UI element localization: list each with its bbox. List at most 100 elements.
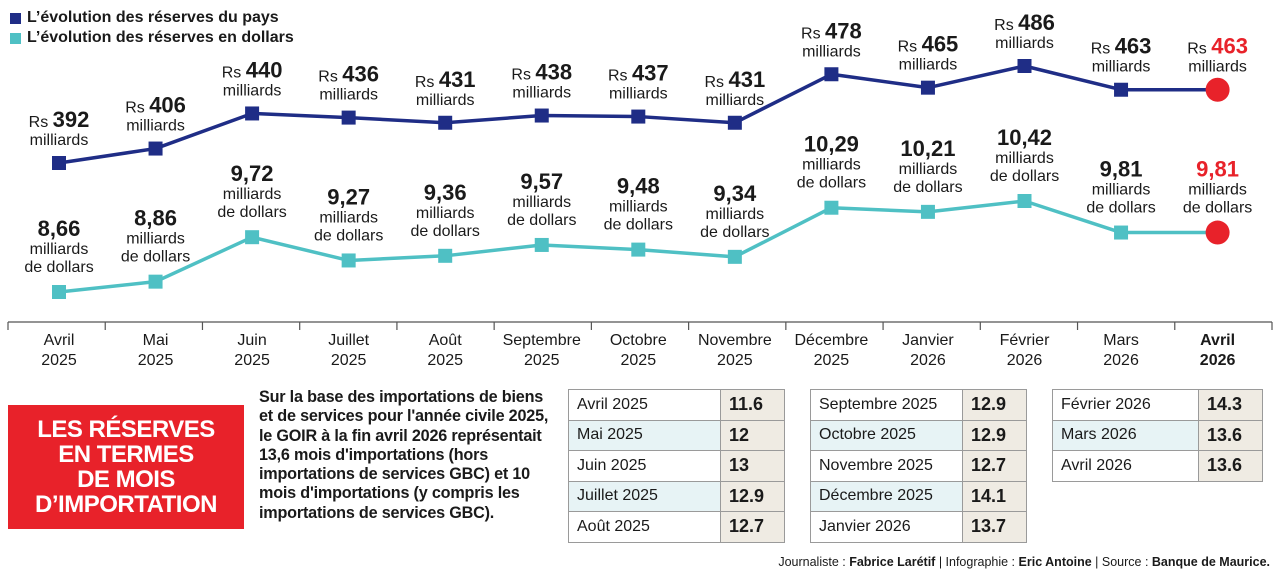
- data-label: Rs 440: [222, 57, 283, 82]
- data-point: [727, 249, 742, 264]
- data-point: [438, 115, 453, 130]
- data-label-unit: de dollars: [990, 168, 1059, 185]
- title-line: EN TERMES: [58, 441, 194, 468]
- table-row: Juin 2025 13: [568, 450, 785, 482]
- x-tick-label: 2025: [717, 352, 753, 369]
- table-month-cell: Novembre 2025: [810, 450, 963, 482]
- data-label: 10,21: [900, 136, 955, 161]
- data-label: Rs 431: [704, 67, 765, 92]
- x-tick-label: 2025: [524, 352, 560, 369]
- data-label: 9,36: [424, 180, 467, 205]
- data-label-unit: milliards: [223, 186, 282, 203]
- table-row: Avril 2026 13.6: [1052, 450, 1263, 482]
- data-label-unit: milliards: [802, 43, 861, 60]
- import-coverage-note: Sur la base des importations de biens et…: [259, 388, 549, 522]
- data-label-unit: milliards: [126, 118, 185, 135]
- data-label-unit: milliards: [995, 150, 1054, 167]
- table-month-cell: Mai 2025: [568, 419, 721, 451]
- table-row: Novembre 2025 12.7: [810, 450, 1027, 482]
- data-label-unit: milliards: [319, 87, 378, 104]
- x-tick-label: Décembre: [794, 332, 868, 349]
- data-label-unit: de dollars: [507, 212, 576, 229]
- x-tick-label: 2025: [814, 352, 850, 369]
- data-point: [52, 285, 66, 299]
- data-label-unit: milliards: [1092, 59, 1151, 76]
- table-month-cell: Juin 2025: [568, 450, 721, 482]
- table-value-cell: 12: [720, 419, 785, 451]
- data-label-unit: de dollars: [700, 224, 769, 241]
- data-label: 9,57: [520, 169, 563, 194]
- data-label-unit: de dollars: [121, 249, 190, 266]
- data-label-unit: milliards: [1188, 182, 1247, 199]
- table-month-cell: Janvier 2026: [810, 511, 963, 543]
- data-label-unit: milliards: [1188, 59, 1247, 76]
- table-row: Juillet 2025 12.9: [568, 480, 785, 512]
- data-point: [1114, 225, 1129, 240]
- x-tick-label: 2025: [331, 352, 367, 369]
- data-point: [52, 156, 66, 170]
- table-value-cell: 13.6: [1198, 419, 1263, 451]
- table-value-cell: 14.3: [1198, 389, 1263, 421]
- reserves-line-chart: Avril 2025 Mai 2025 Juin 2025 Juillet 2025 Août 2…: [7, 10, 1273, 369]
- title-line: D’IMPORTATION: [35, 491, 217, 518]
- months-of-import-title: LES RÉSERVES EN TERMES DE MOIS D’IMPORTA…: [8, 405, 244, 529]
- data-label-unit: de dollars: [893, 179, 962, 196]
- table-value-cell: 12.9: [720, 480, 785, 512]
- table-month-cell: Juillet 2025: [568, 480, 721, 512]
- data-point: [245, 106, 260, 121]
- data-label-unit: milliards: [416, 205, 475, 222]
- table-row: Août 2025 12.7: [568, 511, 785, 543]
- data-label: Rs 431: [415, 67, 476, 92]
- data-label-unit: de dollars: [1086, 200, 1155, 217]
- x-tick-label: Juin: [237, 332, 266, 349]
- months-table-1: Avril 2025 11.6 Mai 2025 12 Juin 2025 13 Juill…: [568, 389, 785, 543]
- data-label-unit: milliards: [609, 199, 668, 216]
- data-label-unit: milliards: [30, 132, 89, 149]
- x-tick-label: Janvier: [902, 332, 954, 349]
- data-label: Rs 436: [318, 62, 379, 87]
- legend-label-dollars: L’évolution des réserves en dollars: [27, 29, 294, 46]
- data-label: 10,42: [997, 125, 1052, 150]
- table-month-cell: Avril 2025: [568, 389, 721, 421]
- data-label-unit: milliards: [995, 35, 1054, 52]
- data-point: [920, 204, 935, 219]
- title-line: DE MOIS: [77, 466, 175, 493]
- table-row: Septembre 2025 12.9: [810, 389, 1027, 421]
- table-row: Décembre 2025 14.1: [810, 480, 1027, 512]
- table-month-cell: Février 2026: [1052, 389, 1199, 421]
- table-month-cell: Mars 2026: [1052, 419, 1199, 451]
- table-value-cell: 12.7: [962, 450, 1027, 482]
- data-label: Rs 406: [125, 93, 186, 118]
- data-label-unit: de dollars: [314, 227, 383, 244]
- data-point: [727, 115, 742, 130]
- table-value-cell: 12.9: [962, 389, 1027, 421]
- x-tick-label: 2025: [621, 352, 657, 369]
- table-value-cell: 13.6: [1198, 450, 1263, 482]
- data-point: [631, 242, 646, 257]
- data-label-unit: de dollars: [24, 259, 93, 276]
- x-tick-label: 2026: [910, 352, 946, 369]
- data-label-unit: de dollars: [604, 217, 673, 234]
- data-point-highlight: [1205, 220, 1230, 245]
- table-row: Avril 2025 11.6: [568, 389, 785, 421]
- table-value-cell: 12.7: [720, 511, 785, 543]
- months-table-2: Septembre 2025 12.9 Octobre 2025 12.9 Novemb…: [810, 389, 1027, 543]
- data-label-unit: milliards: [512, 194, 571, 211]
- data-label-unit: milliards: [899, 57, 958, 74]
- table-month-cell: Août 2025: [568, 511, 721, 543]
- table-row: Mai 2025 12: [568, 419, 785, 451]
- table-row: Octobre 2025 12.9: [810, 419, 1027, 451]
- credit-source: Banque de Maurice.: [1151, 555, 1270, 569]
- x-tick-label: Août: [429, 332, 462, 349]
- data-point-highlight: [1205, 77, 1230, 102]
- data-label-unit: de dollars: [1183, 200, 1252, 217]
- legend-label-pays: L’évolution des réserves du pays: [27, 9, 279, 26]
- data-point: [245, 230, 260, 245]
- x-tick-label: Février: [1000, 332, 1050, 349]
- table-row: Mars 2026 13.6: [1052, 419, 1263, 451]
- data-point: [534, 237, 549, 252]
- data-point: [148, 141, 163, 156]
- data-label-unit: milliards: [706, 92, 765, 109]
- data-label-unit: de dollars: [797, 175, 866, 192]
- table-value-cell: 13.7: [962, 511, 1027, 543]
